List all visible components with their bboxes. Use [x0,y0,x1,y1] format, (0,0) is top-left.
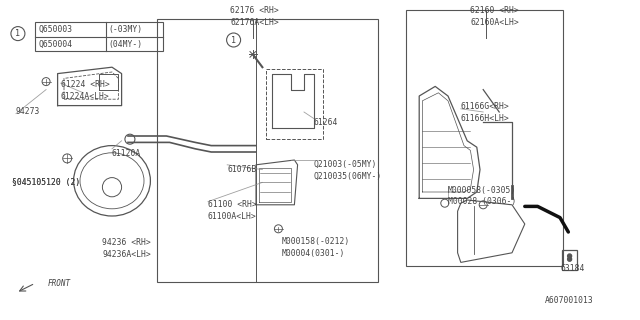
Bar [266,69,323,139]
Text: 94236 <RH>
94236A<LH>: 94236 <RH> 94236A<LH> [102,238,151,259]
Text: §045105120 (2): §045105120 (2) [12,178,80,187]
Text: 61120A: 61120A [112,149,141,158]
Text: 62176 <RH>
62176A<LH>: 62176 <RH> 62176A<LH> [230,6,279,27]
Text: 94273: 94273 [16,107,40,116]
Text: 1: 1 [231,36,236,44]
Text: 62160 <RH>
62160A<LH>: 62160 <RH> 62160A<LH> [470,6,519,27]
Text: Q650004: Q650004 [38,39,72,49]
Text: Q650003: Q650003 [38,25,72,34]
Bar [35,22,163,51]
Bar [157,19,378,282]
Bar [406,10,563,266]
Text: M000158(-0212)
M00004(0301-): M000158(-0212) M00004(0301-) [282,237,350,258]
Text: FRONT: FRONT [48,279,71,288]
Circle shape [568,257,572,261]
Text: M000058(-0305)
M00028 (0306-): M000058(-0305) M00028 (0306-) [448,186,516,206]
Text: 61100 <RH>
61100A<LH>: 61100 <RH> 61100A<LH> [208,200,257,221]
Bar [562,250,577,270]
Text: (-03MY): (-03MY) [109,25,143,34]
Text: 1: 1 [15,29,20,38]
Text: 63184: 63184 [561,264,585,273]
Text: 61224 <RH>
61224A<LH>: 61224 <RH> 61224A<LH> [61,80,109,101]
Text: 61076B: 61076B [227,165,257,174]
Text: Q21003(-05MY)
Q210035(06MY-): Q21003(-05MY) Q210035(06MY-) [314,160,382,181]
Text: A607001013: A607001013 [545,296,594,305]
Text: §045105120 (2): §045105120 (2) [12,178,80,187]
Text: (04MY-): (04MY-) [109,39,143,49]
Text: 61166G<RH>
61166H<LH>: 61166G<RH> 61166H<LH> [461,102,509,123]
Circle shape [568,254,572,258]
Text: 61264: 61264 [314,118,338,127]
